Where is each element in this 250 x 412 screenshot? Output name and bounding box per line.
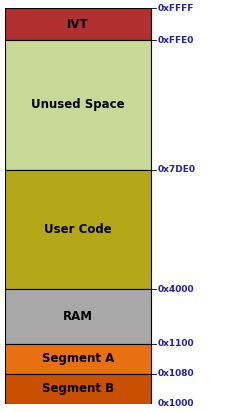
Text: Segment A: Segment A	[42, 352, 114, 365]
FancyBboxPatch shape	[5, 344, 151, 374]
Text: 0x4000: 0x4000	[158, 285, 194, 294]
Text: 0x1100: 0x1100	[158, 339, 194, 349]
Text: 0x1000: 0x1000	[158, 399, 194, 408]
Text: 0xFFE0: 0xFFE0	[158, 35, 194, 44]
FancyBboxPatch shape	[5, 374, 151, 404]
Text: RAM: RAM	[63, 310, 93, 323]
FancyBboxPatch shape	[5, 289, 151, 344]
Text: User Code: User Code	[44, 223, 112, 236]
Text: Segment B: Segment B	[42, 382, 114, 396]
FancyBboxPatch shape	[5, 8, 151, 40]
Text: 0xFFFF: 0xFFFF	[158, 4, 194, 13]
Text: 0x7DE0: 0x7DE0	[158, 165, 196, 174]
Text: IVT: IVT	[67, 18, 89, 30]
Text: Unused Space: Unused Space	[31, 98, 125, 111]
Text: 0x1080: 0x1080	[158, 370, 194, 378]
FancyBboxPatch shape	[5, 40, 151, 170]
FancyBboxPatch shape	[5, 170, 151, 289]
